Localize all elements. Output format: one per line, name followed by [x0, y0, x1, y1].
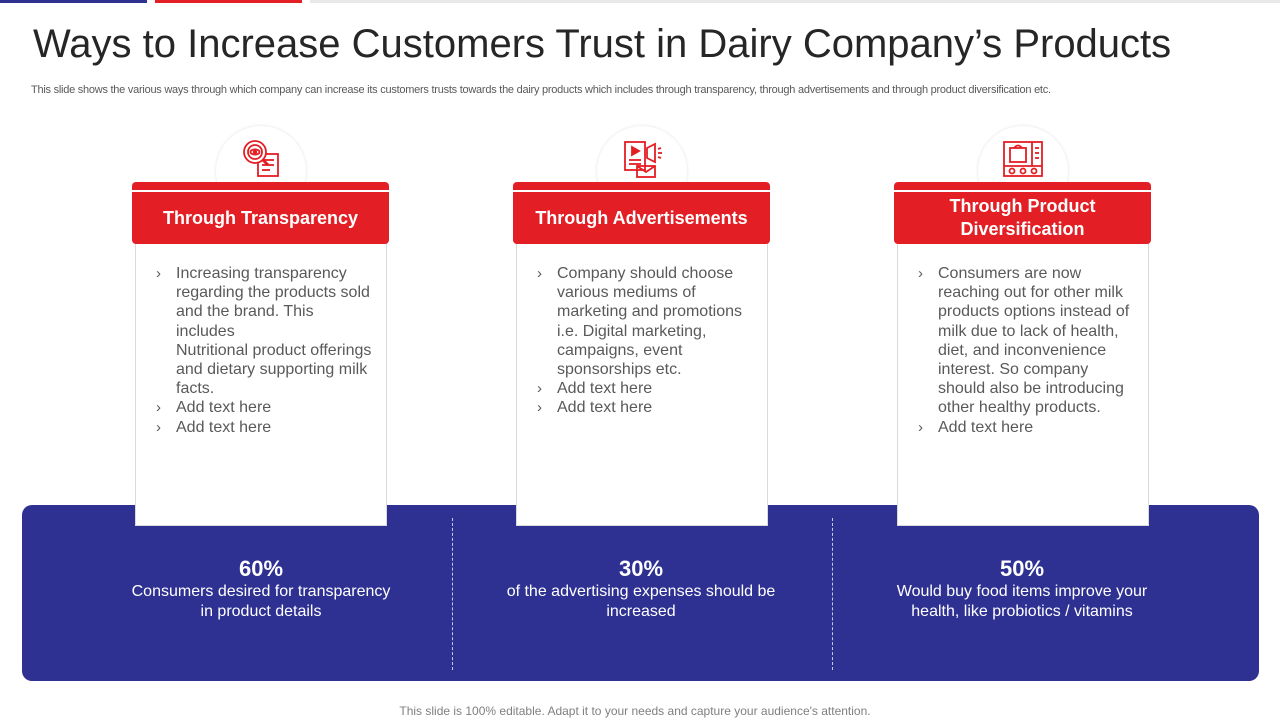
card-heading: Through Product Diversification [949, 196, 1096, 239]
transparency-card-header: Through Transparency [132, 182, 389, 244]
magnifier-document-icon [243, 140, 279, 177]
list-item: › Add text here [537, 379, 757, 398]
stat-transparency: 60% Consumers desired for transparency i… [101, 556, 421, 622]
stat-advertising: 30% of the advertising expenses should b… [481, 556, 801, 622]
card-heading: Through Advertisements [535, 207, 748, 228]
bullet-text: Increasing transparency regarding the pr… [176, 265, 372, 398]
transparency-bullets: › Increasing transparency regarding the p… [156, 264, 376, 437]
bullet-text: Company should choose various mediums of… [557, 265, 742, 379]
list-item: › Consumers are now reaching out for othe… [918, 264, 1138, 418]
stats-divider [452, 518, 453, 670]
product-shelf-icon [1003, 141, 1043, 177]
bullet-text: Add text here [557, 399, 653, 417]
footer-note: This slide is 100% editable. Adapt it to… [399, 704, 871, 718]
card-heading: Through Transparency [162, 207, 359, 228]
list-item: › Add text here [156, 418, 376, 437]
diversification-card [897, 190, 1149, 526]
diversification-bullets: › Consumers are now reaching out for othe… [918, 264, 1138, 437]
top-accent-red [155, 0, 302, 3]
advertising-megaphone-icon [624, 141, 662, 178]
stat-health: 50% Would buy food items improve your he… [862, 556, 1182, 622]
stat-description: Would buy food items improve your health… [896, 583, 1148, 620]
list-item: › Increasing transparency regarding the p… [156, 264, 376, 398]
stat-value: 60% [238, 556, 284, 581]
list-item: › Add text here [918, 418, 1138, 437]
chevron-right-icon: › [537, 399, 542, 417]
bullet-text: Add text here [938, 418, 1034, 436]
bullet-text: Add text here [176, 399, 272, 417]
page-title: Ways to Increase Customers Trust in Dair… [33, 22, 1172, 66]
chevron-right-icon: › [537, 380, 542, 398]
bullet-text: Add text here [176, 418, 272, 436]
chevron-right-icon: › [918, 418, 923, 436]
stats-divider [832, 518, 833, 670]
list-item: › Add text here [537, 398, 757, 417]
advertisements-card [516, 190, 768, 526]
transparency-card [135, 190, 387, 526]
chevron-right-icon: › [156, 399, 161, 417]
stat-value: 30% [618, 556, 664, 581]
diversification-card-header: Through Product Diversification [894, 182, 1151, 244]
chevron-right-icon: › [156, 418, 161, 436]
stat-description: of the advertising expenses should be in… [506, 583, 776, 620]
stat-description: Consumers desired for transparency in pr… [131, 583, 391, 620]
bullet-text: Add text here [557, 380, 653, 398]
top-accent-blue [0, 0, 147, 3]
top-accent-grey [310, 0, 1280, 3]
stat-value: 50% [999, 556, 1045, 581]
advertisements-bullets: › Company should choose various mediums o… [537, 264, 757, 418]
stats-panel [22, 505, 1259, 681]
page-subtitle: This slide shows the various ways throug… [31, 84, 1051, 96]
chevron-right-icon: › [918, 265, 923, 282]
list-item: › Add text here [156, 398, 376, 417]
list-item: › Company should choose various mediums o… [537, 264, 757, 379]
chevron-right-icon: › [156, 265, 161, 282]
bullet-text: Consumers are now reaching out for other… [938, 265, 1130, 417]
chevron-right-icon: › [537, 265, 542, 282]
advertisements-card-header: Through Advertisements [513, 182, 770, 244]
